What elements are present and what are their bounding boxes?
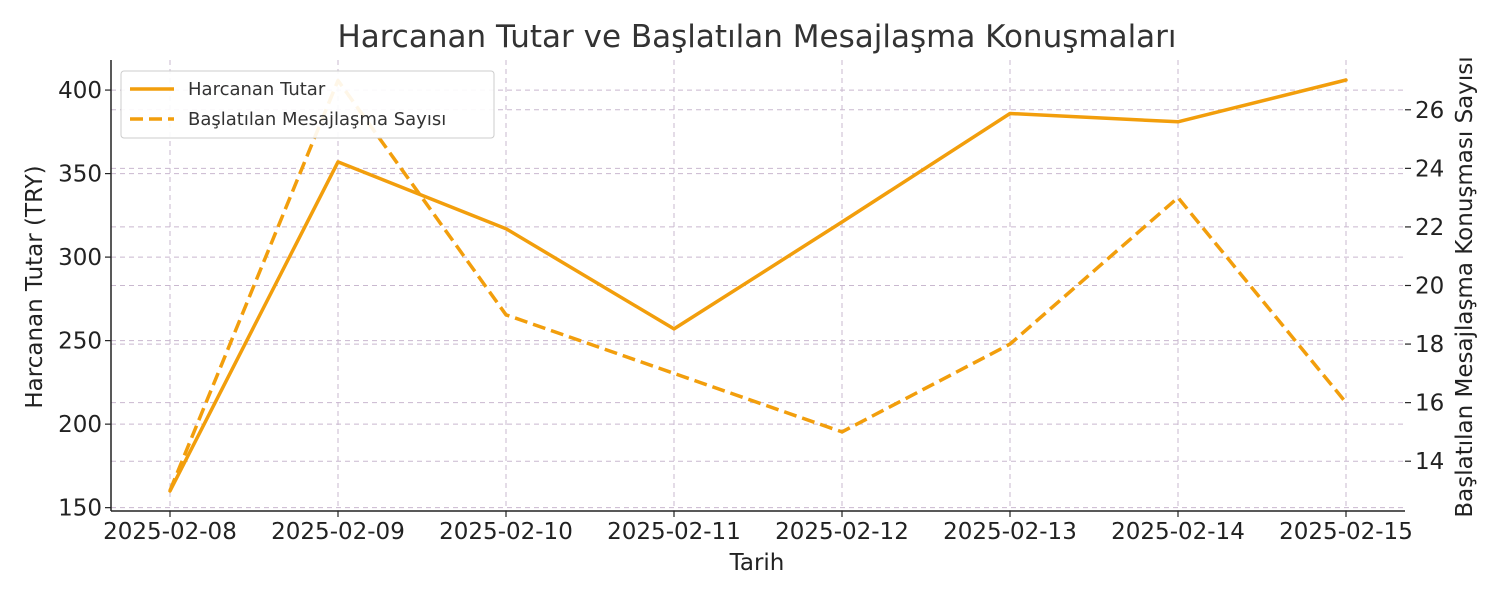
left-y-tick-label: 300 [58, 245, 102, 271]
right-y-tick-label: 18 [1415, 332, 1444, 358]
right-y-axis-label: Başlatılan Mesajlaşma Konuşması Sayısı [1452, 56, 1478, 517]
series-line-baslatilan-mesajlasma [168, 78, 1348, 492]
left-y-tick-label: 250 [58, 329, 102, 355]
right-y-tick-label: 20 [1415, 274, 1444, 300]
x-tick-label: 2025-02-08 [103, 519, 237, 545]
series-layer [168, 78, 1348, 493]
x-axis-label: Tarih [729, 550, 785, 576]
x-tick-label: 2025-02-13 [943, 519, 1077, 545]
left-y-tick-label: 150 [58, 496, 102, 522]
legend: Harcanan Tutar Başlatılan Mesajlaşma Say… [120, 70, 495, 139]
left-y-tick-label: 200 [58, 412, 102, 438]
x-tick-label: 2025-02-12 [775, 519, 909, 545]
legend-label-baslatilan-mesajlasma: Başlatılan Mesajlaşma Sayısı [188, 109, 446, 130]
x-tick-label: 2025-02-10 [439, 519, 573, 545]
x-tick-label: 2025-02-15 [1279, 519, 1413, 545]
series-line-harcanan-tutar [168, 78, 1348, 493]
left-y-tick-label: 400 [58, 78, 102, 104]
tick-layer: 2025-02-08 2025-02-09 2025-02-10 2025-02-11… [58, 78, 1444, 545]
right-y-tick-label: 26 [1415, 98, 1444, 124]
right-y-tick-label: 24 [1415, 156, 1444, 182]
legend-frame [120, 70, 495, 139]
left-y-tick-label: 350 [58, 162, 102, 188]
x-tick-label: 2025-02-14 [1111, 519, 1245, 545]
x-tick-label: 2025-02-11 [607, 519, 741, 545]
right-y-tick-label: 22 [1415, 215, 1444, 241]
chart-title: Harcanan Tutar ve Başlatılan Mesajlaşma … [337, 19, 1176, 55]
left-y-axis-label: Harcanan Tutar (TRY) [22, 165, 48, 408]
legend-label-harcanan-tutar: Harcanan Tutar [188, 79, 326, 100]
right-y-tick-label: 14 [1415, 449, 1444, 475]
x-tick-label: 2025-02-09 [271, 519, 405, 545]
right-y-tick-label: 16 [1415, 391, 1444, 417]
